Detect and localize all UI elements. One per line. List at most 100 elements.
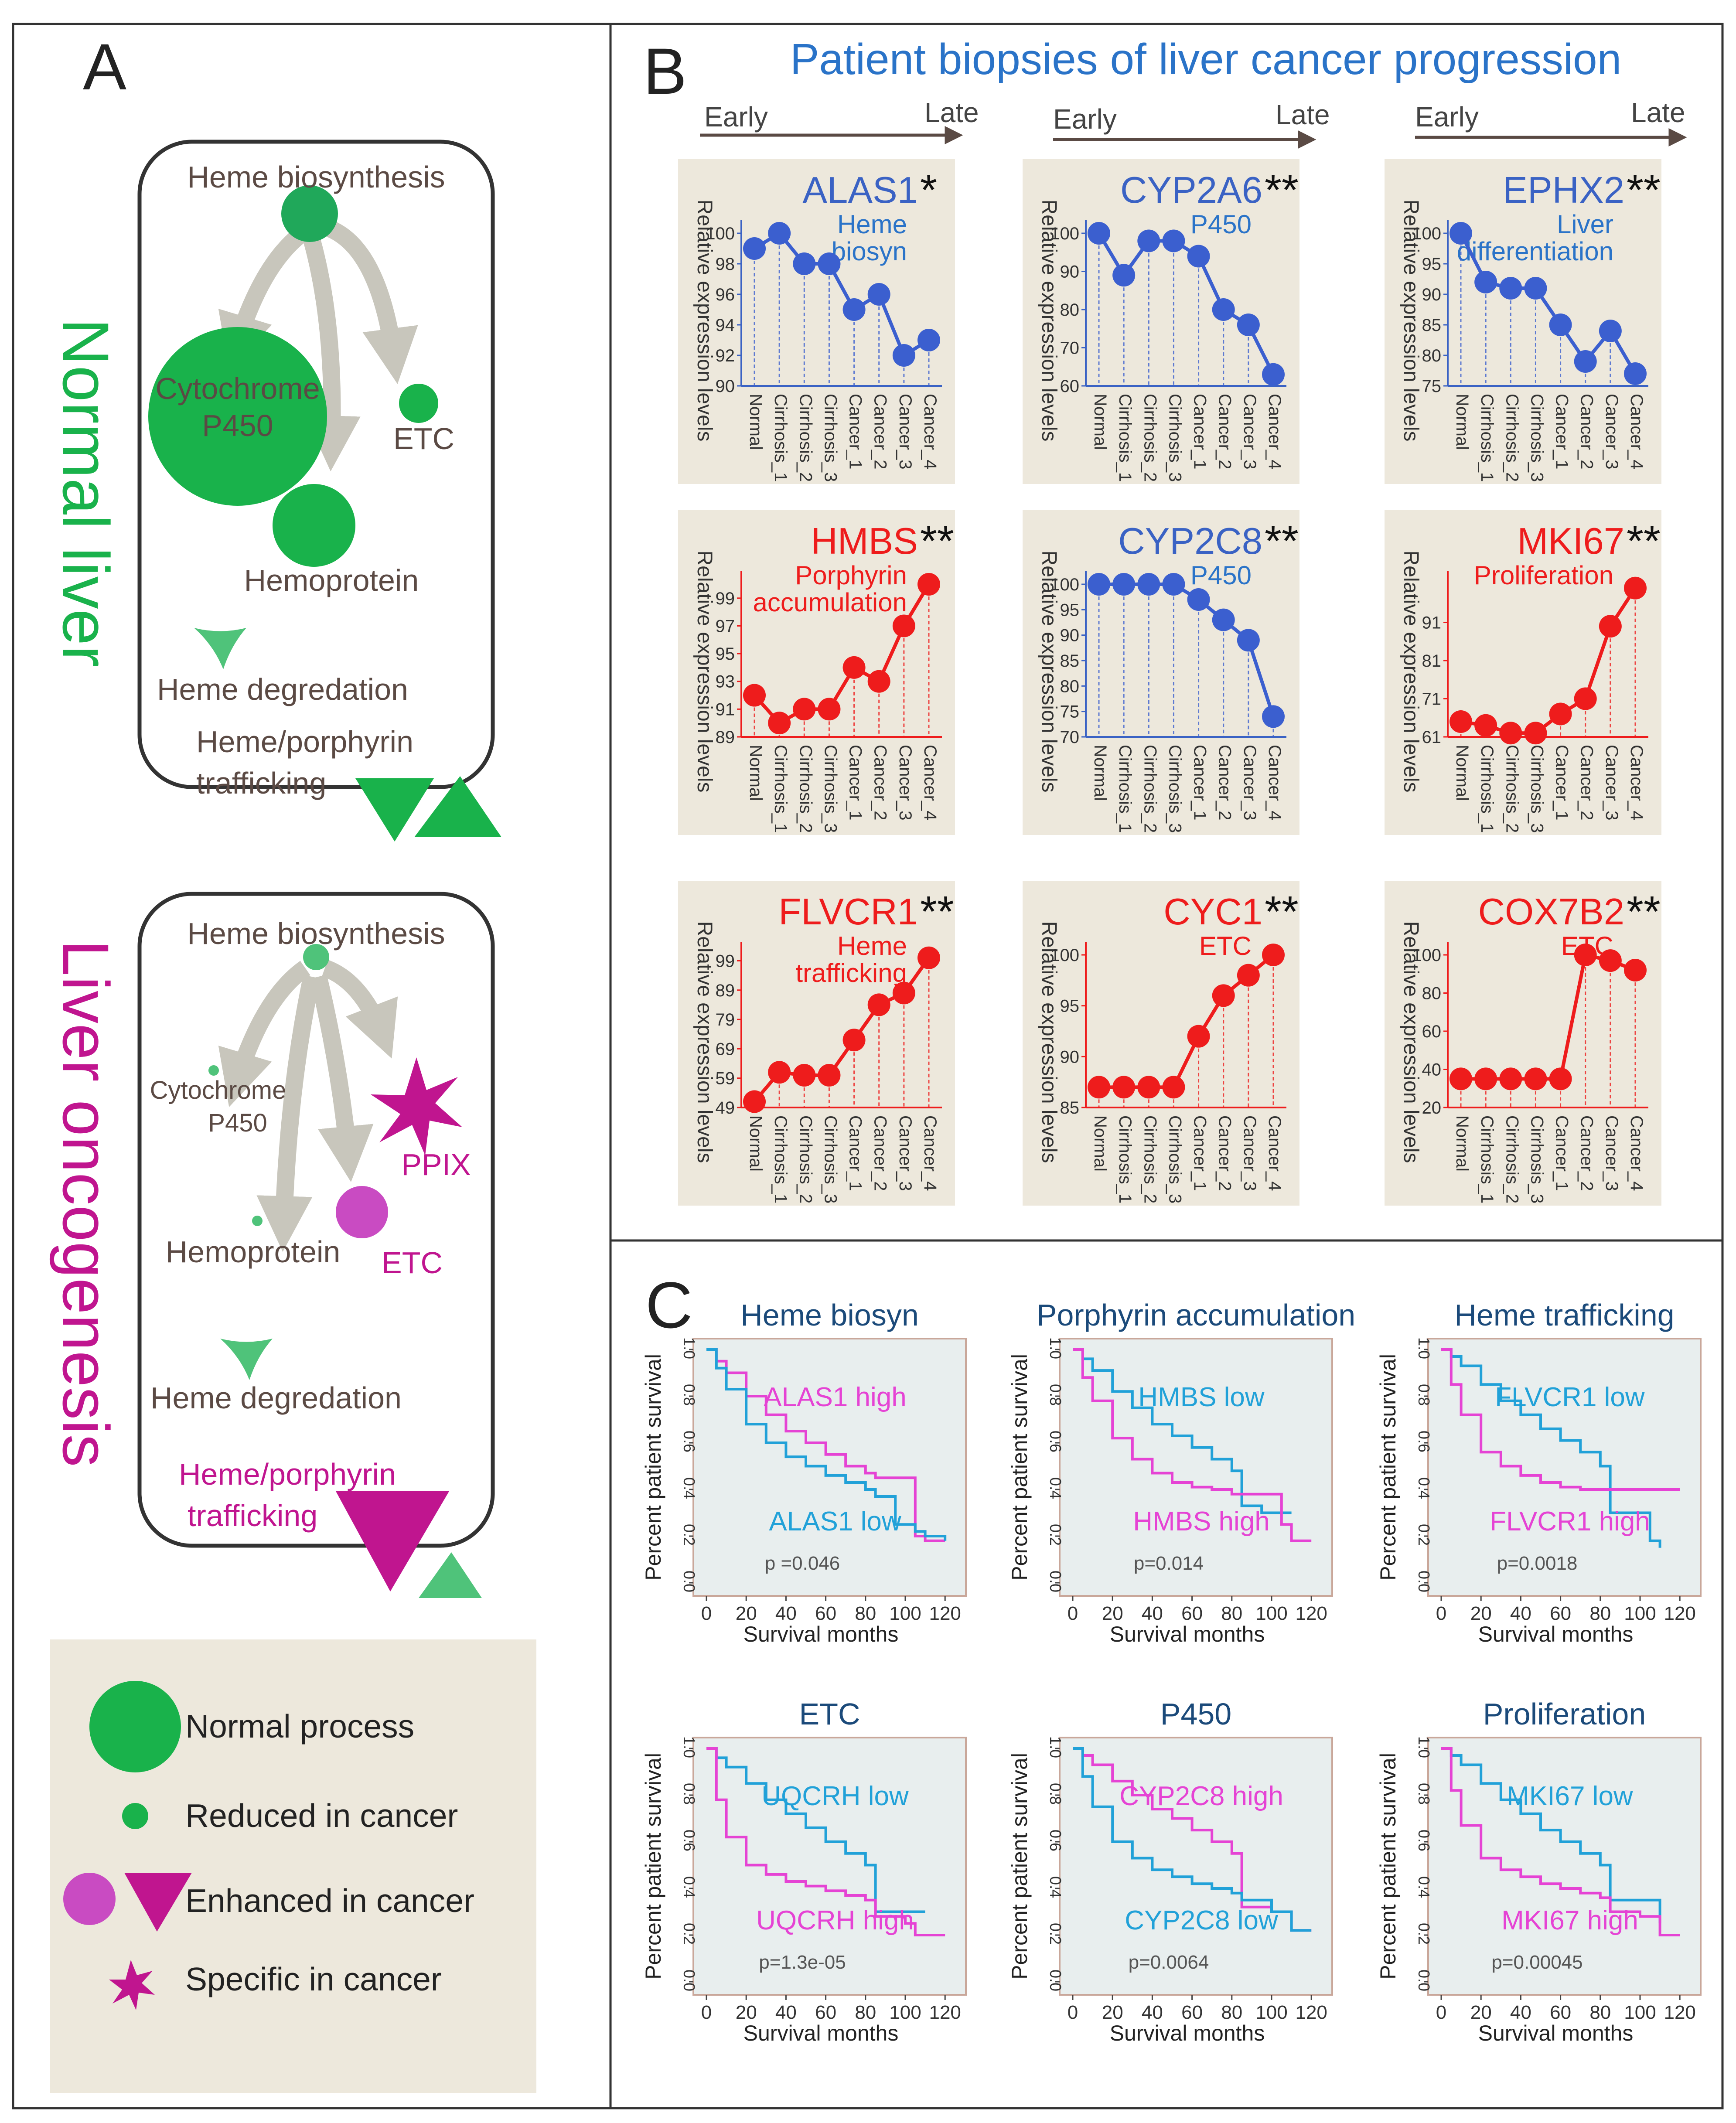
survival-y-tick-label-proliferation: 0.6	[1415, 1830, 1433, 1851]
x-tick-label-alas1: Cancer_3	[896, 394, 915, 469]
survival-legend-mki67-high: MKI67 high	[1501, 1905, 1638, 1936]
survival-plot-bg-heme-trafficking	[1427, 1338, 1702, 1597]
y-axis-label-cyp2a6: Relative expression levels	[1037, 200, 1061, 442]
survival-y-tick-label-p450: 0.4	[1047, 1876, 1064, 1898]
early-label-1: Early	[704, 101, 768, 133]
survival-legend-hmbs-high: HMBS high	[1133, 1506, 1270, 1537]
note-ephx2-1: differentiation	[1457, 237, 1613, 266]
significance-flvcr1: **	[920, 887, 954, 936]
survival-y-tick-label-porphyrin-accumulation: 0.6	[1047, 1431, 1064, 1452]
expr-point-alas1-cancer-3	[892, 344, 915, 367]
y-tick-label-alas1: 90	[716, 377, 735, 396]
y-tick-label-cyp2a6: 60	[1060, 377, 1080, 396]
expr-point-ephx2-cirrhosis-3	[1524, 277, 1547, 300]
x-tick-label-mki67: Cancer_3	[1602, 745, 1621, 820]
survival-y-tick-label-porphyrin-accumulation: 1.0	[1047, 1337, 1064, 1359]
note-mki67-0: Proliferation	[1474, 561, 1613, 590]
expr-point-cyp2c8-cancer-2	[1212, 608, 1235, 631]
x-tick-label-cyc1: Cancer_2	[1215, 1115, 1235, 1191]
x-tick-label-alas1: Cirrhosis_2	[796, 394, 815, 482]
survival-curve-alas1-high	[706, 1348, 945, 1542]
x-tick-label-cyp2a6: Normal	[1091, 394, 1110, 450]
onco-arrow-b	[310, 975, 374, 1182]
expr-point-alas1-cancer-1	[842, 298, 866, 321]
survival-legend-cyp2c8-high: CYP2C8 high	[1119, 1781, 1283, 1811]
survival-x-tick-label-proliferation: 100	[1624, 2002, 1656, 2023]
expr-point-flvcr1-cancer-3	[892, 981, 915, 1005]
survival-y-label-p450: Percent patient survival	[1007, 1753, 1032, 1980]
expr-point-cox7b2-cancer-2	[1574, 944, 1597, 966]
survival-x-tick-label-p450: 40	[1142, 2002, 1163, 2023]
expr-point-cyc1-cirrhosis-3	[1162, 1076, 1185, 1099]
x-tick-label-ephx2: Normal	[1453, 394, 1472, 450]
normal-liver-title: Normal liver	[49, 318, 123, 667]
expr-point-cyp2a6-cirrhosis-3	[1162, 229, 1185, 252]
y-tick-label-ephx2: 75	[1422, 377, 1442, 396]
expr-point-alas1-normal	[743, 237, 766, 260]
legend-normal-label: Normal process	[185, 1708, 414, 1745]
x-tick-label-cox7b2: Normal	[1453, 1115, 1472, 1172]
survival-y-tick-label-porphyrin-accumulation: 0.0	[1047, 1571, 1064, 1592]
expr-point-mki67-cancer-2	[1574, 687, 1597, 710]
survival-y-tick-label-porphyrin-accumulation: 0.4	[1047, 1477, 1064, 1499]
survival-title-heme-biosyn: Heme biosyn	[740, 1298, 919, 1332]
note-ephx2-0: Liver	[1557, 210, 1613, 239]
survival-y-tick-label-proliferation: 1.0	[1415, 1736, 1433, 1758]
survival-title-p450: P450	[1160, 1697, 1231, 1731]
survival-x-tick-label-porphyrin-accumulation: 60	[1181, 1603, 1203, 1624]
significance-mki67: **	[1627, 517, 1661, 566]
y-axis-label-cox7b2: Relative expression levels	[1399, 921, 1422, 1163]
survival-y-tick-label-etc: 1.0	[680, 1736, 698, 1758]
x-tick-label-mki67: Normal	[1453, 745, 1472, 801]
expr-point-mki67-cirrhosis-1	[1474, 714, 1497, 737]
survival-legend-flvcr1-low: FLVCR1 low	[1495, 1382, 1645, 1412]
expr-point-cyc1-cancer-2	[1212, 984, 1235, 1007]
survival-x-tick-label-proliferation: 20	[1470, 2002, 1492, 2023]
expr-chart-bg-alas1	[678, 159, 955, 484]
survival-plot-bg-proliferation	[1427, 1737, 1702, 1996]
expr-point-cyp2c8-cirrhosis-1	[1112, 573, 1136, 596]
survival-y-label-porphyrin-accumulation: Percent patient survival	[1007, 1354, 1032, 1581]
normal-arrow-etc	[322, 218, 418, 384]
y-axis-label-cyp2c8: Relative expression levels	[1037, 551, 1061, 793]
legend-specific-star-icon	[109, 1960, 155, 2010]
x-tick-label-cyc1: Cirrhosis_1	[1115, 1115, 1135, 1203]
x-tick-label-cyp2c8: Cirrhosis_1	[1115, 745, 1135, 833]
expr-chart-bg-mki67	[1385, 510, 1661, 835]
expr-point-cox7b2-cancer-3	[1599, 949, 1622, 972]
normal-p450-node	[148, 327, 327, 506]
y-axis-label-alas1: Relative expression levels	[693, 200, 716, 442]
gene-name-cyp2a6: CYP2A6	[1120, 170, 1262, 211]
expr-point-flvcr1-cancer-2	[867, 993, 890, 1016]
survival-y-tick-label-proliferation: 0.2	[1415, 1923, 1433, 1945]
x-tick-label-mki67: Cirrhosis_3	[1527, 745, 1546, 833]
expr-point-ephx2-cancer-4	[1624, 362, 1647, 385]
y-tick-label-cox7b2: 60	[1422, 1022, 1442, 1041]
normal-label-etc: ETC	[393, 422, 454, 456]
survival-y-tick-label-porphyrin-accumulation: 0.2	[1047, 1524, 1064, 1546]
expr-point-ephx2-cancer-1	[1549, 314, 1572, 336]
significance-cyp2c8: **	[1265, 517, 1299, 566]
y-axis-label-flvcr1: Relative expression levels	[693, 921, 716, 1163]
y-tick-label-mki67: 81	[1422, 651, 1442, 671]
x-tick-label-alas1: Cancer_1	[846, 394, 865, 469]
y-tick-label-cox7b2: 20	[1422, 1098, 1442, 1118]
survival-title-etc: ETC	[799, 1697, 860, 1731]
survival-y-tick-label-heme-biosyn: 0.4	[680, 1477, 698, 1499]
early-label-3: Early	[1415, 101, 1479, 133]
survival-x-tick-label-heme-trafficking: 100	[1624, 1603, 1656, 1624]
normal-hemoprotein-node	[273, 484, 355, 567]
y-tick-label-ephx2: 90	[1422, 285, 1442, 304]
survival-curve-mki67-low	[1441, 1747, 1661, 1924]
y-tick-label-cyp2a6: 70	[1060, 339, 1080, 358]
survival-y-tick-label-heme-biosyn: 0.6	[680, 1431, 698, 1452]
normal-cell-outline	[137, 140, 495, 789]
x-tick-label-mki67: Cancer_2	[1577, 745, 1596, 820]
survival-legend-uqcrh-high: UQCRH high	[756, 1905, 914, 1936]
survival-x-tick-label-p450: 0	[1068, 2002, 1078, 2023]
survival-y-tick-label-p450: 0.2	[1047, 1923, 1064, 1945]
y-tick-label-cox7b2: 100	[1412, 946, 1441, 965]
